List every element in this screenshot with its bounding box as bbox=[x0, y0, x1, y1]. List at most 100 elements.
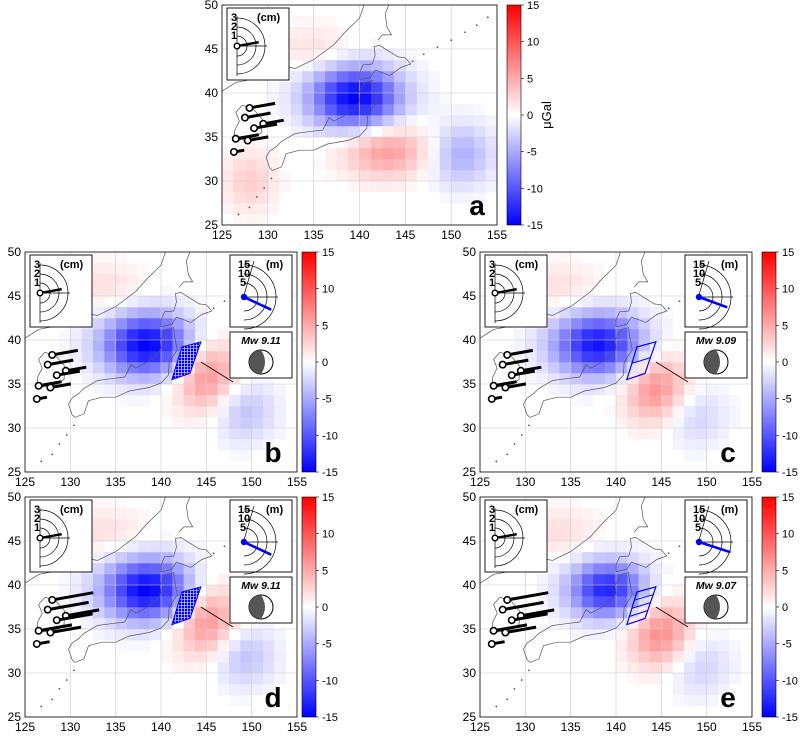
anomaly-cell bbox=[348, 49, 360, 61]
anomaly-cell bbox=[451, 170, 463, 182]
x-tick-label: 145 bbox=[651, 475, 671, 489]
anomaly-cell bbox=[229, 428, 241, 440]
anomaly-cell bbox=[104, 285, 116, 297]
anomaly-cell bbox=[650, 574, 662, 586]
colorbar-scale bbox=[761, 251, 777, 473]
anomaly-cell bbox=[104, 318, 116, 330]
island bbox=[513, 687, 516, 690]
coastline bbox=[160, 292, 213, 328]
anomaly-cell bbox=[570, 607, 583, 619]
anomaly-cell bbox=[138, 585, 150, 597]
anomaly-cell bbox=[650, 417, 662, 429]
anomaly-cell bbox=[462, 115, 475, 127]
anomaly-cell bbox=[382, 60, 395, 72]
anomaly-cell bbox=[684, 651, 696, 663]
anomaly-cell bbox=[149, 574, 162, 586]
anomaly-cell bbox=[229, 662, 241, 674]
island bbox=[212, 307, 215, 310]
anomaly-cell bbox=[233, 137, 246, 149]
anomaly-cell bbox=[416, 71, 429, 83]
anomaly-cell bbox=[718, 662, 730, 674]
scale-tick: 2 bbox=[34, 268, 40, 280]
anomaly-cell bbox=[313, 71, 326, 83]
anomaly-cell bbox=[229, 684, 241, 696]
anomaly-cell bbox=[593, 296, 605, 308]
anomaly-cell bbox=[313, 126, 326, 138]
anomaly-cell bbox=[650, 307, 662, 319]
anomaly-cell bbox=[627, 373, 639, 385]
island bbox=[520, 679, 523, 681]
anomaly-cell bbox=[548, 296, 560, 308]
anomaly-cell bbox=[627, 552, 639, 564]
anomaly-cell bbox=[115, 574, 128, 586]
anomaly-cell bbox=[672, 373, 685, 385]
island bbox=[450, 39, 453, 42]
displacement-vector bbox=[51, 591, 94, 602]
scale-tick: 3 bbox=[489, 504, 495, 516]
focal-mechanism-inset: Mw 9.09 bbox=[684, 331, 748, 379]
anomaly-cell bbox=[570, 395, 583, 407]
anomaly-cell bbox=[195, 395, 207, 407]
scale-tick: 1 bbox=[489, 277, 495, 289]
anomaly-cell bbox=[161, 373, 173, 385]
y-tick-label: 30 bbox=[463, 666, 477, 680]
coastline bbox=[68, 327, 178, 418]
anomaly-cell bbox=[582, 318, 594, 330]
anomaly-cell bbox=[439, 170, 452, 182]
anomaly-cell bbox=[313, 82, 326, 94]
gps-station bbox=[243, 136, 252, 145]
anomaly-cell bbox=[93, 296, 105, 308]
anomaly-cell bbox=[149, 629, 162, 641]
colorbar-c: 15 10 5 0 -5 -10 -15 bbox=[761, 247, 798, 479]
anomaly-cell bbox=[313, 16, 326, 28]
anomaly-cell bbox=[428, 170, 441, 182]
anomaly-cell bbox=[172, 574, 184, 586]
anomaly-cell bbox=[650, 651, 662, 663]
anomaly-cell bbox=[604, 362, 617, 374]
anomaly-cell bbox=[195, 629, 207, 641]
anomaly-cell bbox=[115, 629, 128, 641]
anomaly-cell bbox=[138, 362, 150, 374]
anomaly-cell bbox=[684, 384, 696, 396]
anomaly-cell bbox=[104, 508, 116, 520]
anomaly-cell bbox=[370, 38, 383, 50]
x-tick-label: 155 bbox=[287, 475, 307, 489]
displacement-vector bbox=[244, 111, 271, 120]
anomaly-cell bbox=[582, 373, 594, 385]
anomaly-cell bbox=[336, 71, 349, 83]
anomaly-cell bbox=[195, 373, 207, 385]
x-tick-label: 140 bbox=[151, 475, 171, 489]
anomaly-cell bbox=[638, 563, 651, 575]
anomaly-cell bbox=[313, 27, 326, 39]
island bbox=[51, 698, 54, 701]
map-area bbox=[222, 5, 497, 225]
anomaly-cell bbox=[81, 362, 94, 374]
anomaly-cell bbox=[548, 541, 560, 553]
anomaly-cell bbox=[104, 519, 116, 531]
anomaly-cell bbox=[604, 373, 617, 385]
anomaly-cell bbox=[183, 651, 196, 663]
anomaly-cell bbox=[638, 395, 651, 407]
anomaly-cell bbox=[661, 384, 673, 396]
anomaly-cell bbox=[650, 362, 662, 374]
focal-mechanism-inset: Mw 9.11 bbox=[229, 331, 293, 379]
anomaly-cell bbox=[428, 71, 441, 83]
displacement-vector bbox=[56, 612, 93, 622]
anomaly-cell bbox=[370, 104, 383, 116]
magnitude-label: Mw 9.11 bbox=[241, 580, 281, 592]
anomaly-cell bbox=[256, 159, 269, 171]
anomaly-cell bbox=[559, 552, 571, 564]
anomaly-cell bbox=[405, 82, 418, 94]
anomaly-cell bbox=[256, 137, 269, 149]
fault-model bbox=[171, 341, 202, 381]
colorbar-tick-label: 15 bbox=[322, 492, 334, 504]
anomaly-cell bbox=[325, 38, 337, 50]
x-tick-label: 150 bbox=[242, 475, 262, 489]
scale-unit: (cm) bbox=[257, 12, 281, 24]
fault-model bbox=[171, 586, 202, 626]
anomaly-cell bbox=[604, 574, 617, 586]
anomaly-cell bbox=[582, 618, 594, 630]
anomaly-cell bbox=[195, 662, 207, 674]
anomaly-cell bbox=[267, 93, 280, 105]
